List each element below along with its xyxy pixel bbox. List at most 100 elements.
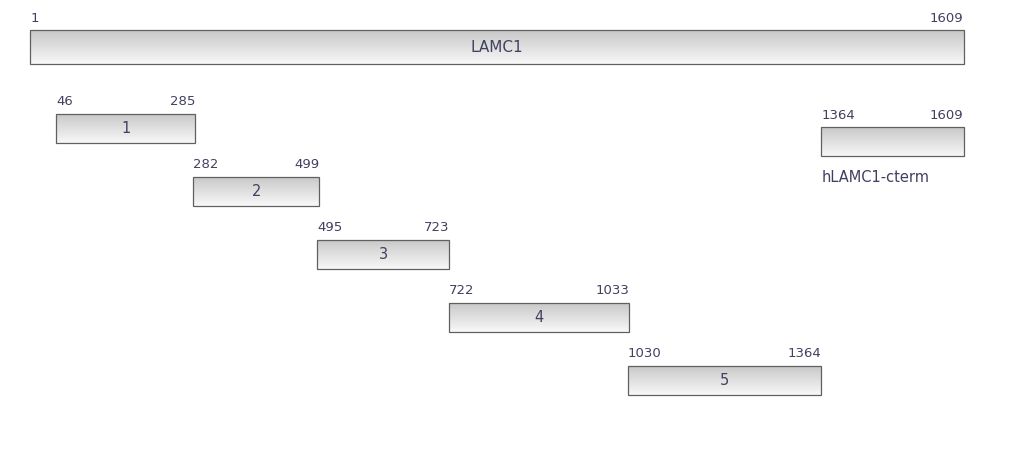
Bar (30, 63, 964, 64)
Bar (317, 263, 449, 264)
Bar (449, 331, 630, 332)
Bar (821, 132, 964, 133)
Bar (449, 306, 630, 307)
Bar (317, 266, 449, 267)
Bar (821, 150, 964, 151)
Bar (57, 127, 195, 128)
Bar (821, 146, 964, 147)
Bar (821, 137, 964, 138)
Text: 1: 1 (30, 12, 38, 25)
Bar (57, 125, 195, 126)
Bar (30, 31, 964, 64)
Bar (317, 262, 449, 263)
Bar (628, 384, 821, 385)
Bar (30, 44, 964, 45)
Bar (317, 257, 449, 258)
Bar (194, 204, 319, 205)
Bar (57, 137, 195, 138)
Bar (57, 122, 195, 123)
Bar (194, 187, 319, 188)
Bar (821, 131, 964, 132)
Text: 1364: 1364 (788, 347, 821, 360)
Bar (821, 154, 964, 155)
Bar (449, 330, 630, 331)
Bar (194, 180, 319, 181)
Bar (628, 381, 821, 382)
Text: 4: 4 (535, 310, 544, 325)
Bar (57, 132, 195, 133)
Bar (30, 41, 964, 42)
Bar (194, 196, 319, 197)
Bar (449, 327, 630, 328)
Bar (317, 264, 449, 265)
Bar (57, 126, 195, 127)
Bar (449, 321, 630, 322)
Bar (194, 194, 319, 195)
Bar (821, 142, 964, 143)
Bar (194, 177, 319, 178)
Bar (30, 54, 964, 55)
Bar (317, 246, 449, 247)
Text: hLAMC1-cterm: hLAMC1-cterm (821, 170, 929, 185)
Bar (821, 129, 964, 130)
Bar (449, 311, 630, 312)
Bar (449, 328, 630, 329)
Bar (317, 256, 449, 257)
Bar (628, 387, 821, 388)
Bar (317, 239, 449, 269)
Bar (317, 260, 449, 261)
Bar (821, 153, 964, 154)
Bar (821, 141, 964, 142)
Bar (628, 372, 821, 373)
Bar (194, 185, 319, 186)
Text: 1: 1 (121, 121, 130, 136)
Bar (194, 197, 319, 198)
Bar (57, 123, 195, 124)
Bar (449, 307, 630, 308)
Bar (628, 366, 821, 367)
Bar (194, 176, 319, 206)
Bar (194, 202, 319, 203)
Bar (628, 376, 821, 377)
Bar (449, 310, 630, 311)
Bar (821, 127, 964, 156)
Bar (317, 252, 449, 253)
Text: 5: 5 (719, 373, 730, 388)
Bar (821, 128, 964, 129)
Bar (317, 240, 449, 241)
Bar (628, 390, 821, 391)
Bar (194, 201, 319, 202)
Bar (194, 205, 319, 206)
Bar (821, 138, 964, 139)
Bar (57, 133, 195, 134)
Bar (30, 52, 964, 53)
Bar (628, 385, 821, 386)
Bar (194, 190, 319, 191)
Bar (821, 140, 964, 141)
Bar (821, 134, 964, 135)
Bar (57, 119, 195, 120)
Bar (57, 115, 195, 116)
Bar (57, 113, 195, 114)
Bar (194, 186, 319, 187)
Text: 282: 282 (194, 158, 219, 171)
Text: 1033: 1033 (595, 284, 630, 297)
Bar (628, 368, 821, 369)
Bar (449, 325, 630, 326)
Bar (317, 251, 449, 252)
Bar (57, 138, 195, 139)
Text: 1364: 1364 (821, 109, 856, 122)
Bar (628, 389, 821, 390)
Bar (821, 148, 964, 149)
Bar (30, 55, 964, 56)
Bar (194, 192, 319, 193)
Bar (628, 365, 821, 395)
Text: 2: 2 (251, 184, 261, 199)
Bar (30, 32, 964, 33)
Text: 285: 285 (170, 95, 195, 108)
Bar (194, 181, 319, 182)
Bar (57, 139, 195, 140)
Bar (821, 144, 964, 145)
Bar (317, 247, 449, 248)
Bar (628, 379, 821, 380)
